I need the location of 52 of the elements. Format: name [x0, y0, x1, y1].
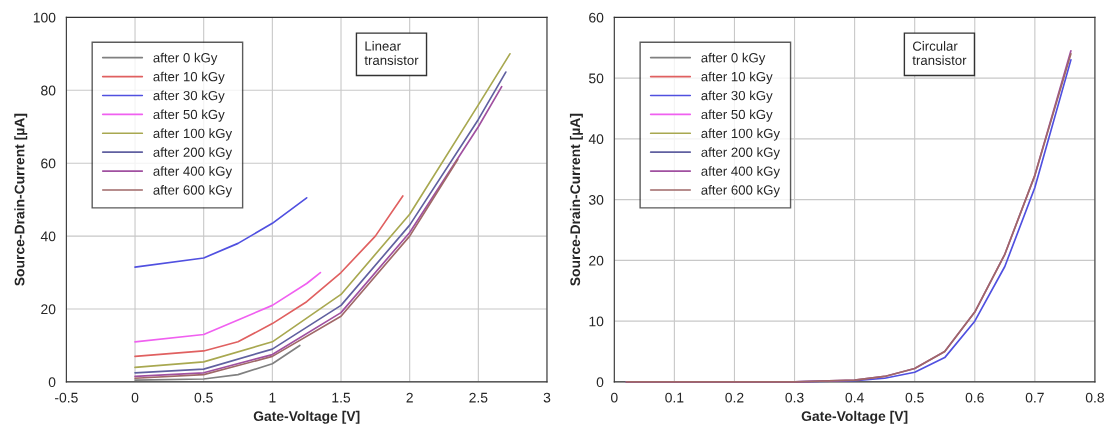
y-tick-label: 50	[588, 73, 604, 84]
legend-label: after 0 kGy	[701, 52, 766, 66]
x-tick-label: 0.5	[905, 392, 924, 403]
y-tick-label: 100	[33, 12, 56, 23]
legend-label: after 200 kGy	[701, 147, 780, 160]
x-tick-label: 0.8	[1085, 392, 1104, 403]
x-tick-label: 0	[610, 392, 618, 403]
x-tick-label: 2	[406, 392, 413, 403]
y-tick-label: 0	[596, 377, 604, 388]
y-tick-label: 10	[589, 316, 604, 327]
y-tick-label: 20	[41, 304, 56, 315]
legend-label: after 200 kGy	[153, 147, 233, 160]
y-tick-label: 80	[41, 85, 56, 96]
y-tick-label: 60	[589, 12, 604, 23]
x-tick-label: 1.5	[332, 392, 351, 403]
legend-label: after 600 kGy	[153, 185, 233, 198]
legend-label: after 100 kGy	[153, 128, 233, 141]
legend-label: after 30 kGy	[701, 90, 773, 103]
legend-label: after 50 kGy	[701, 109, 773, 122]
x-tick-label: 0.1	[665, 392, 684, 403]
x-tick-label: 2.5	[469, 392, 488, 403]
annotation: Linear transistor	[364, 41, 419, 65]
legend-label: after 10 kGy	[153, 71, 225, 84]
y-tick-label: 40	[588, 134, 604, 145]
y-tick-label: 0	[48, 377, 56, 388]
legend-label: after 400 kGy	[153, 166, 233, 179]
x-tick-label: 0.3	[785, 392, 804, 403]
x-axis-title: Gate-Voltage [V]	[253, 410, 360, 424]
x-tick-label: 0	[131, 392, 139, 403]
x-tick-label: 0.5	[194, 392, 213, 403]
y-axis-title: Source-Drain-Current [µA]	[569, 113, 583, 286]
x-tick-label: 0.4	[845, 392, 864, 403]
legend-label: after 400 kGy	[701, 166, 780, 179]
x-tick-label: 0.2	[725, 392, 744, 403]
y-tick-label: 40	[40, 231, 56, 242]
x-tick-label: -0.5	[55, 392, 78, 403]
legend-label: after 100 kGy	[701, 128, 780, 141]
y-tick-label: 60	[41, 158, 56, 169]
legend-label: after 600 kGy	[701, 185, 780, 198]
x-tick-label: 1	[269, 392, 276, 403]
annotation: Circular transistor	[912, 41, 967, 65]
y-axis-title: Source-Drain-Current [µA]	[14, 113, 28, 286]
legend-label: after 30 kGy	[153, 90, 225, 103]
y-tick-label: 20	[589, 255, 604, 266]
legend-label: after 0 kGy	[153, 52, 218, 66]
legend-label: after 50 kGy	[153, 109, 225, 122]
x-tick-label: 3	[543, 392, 551, 403]
y-tick-label: 30	[588, 194, 604, 205]
legend-label: after 10 kGy	[701, 71, 773, 84]
x-tick-label: 0.6	[965, 392, 984, 403]
x-axis-title: Gate-Voltage [V]	[801, 410, 908, 424]
x-tick-label: 0.7	[1025, 392, 1044, 403]
